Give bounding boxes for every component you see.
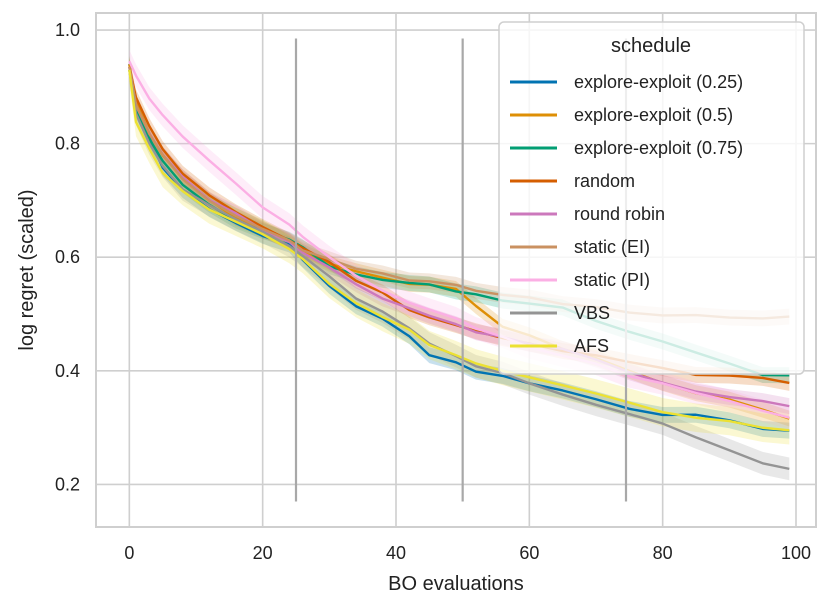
y-tick-label: 1.0 — [55, 20, 80, 40]
legend-label-afs: AFS — [574, 336, 609, 356]
legend-label-round-robin: round robin — [574, 204, 665, 224]
plot-frame — [95, 12, 817, 528]
legend-label-static-ei: static (EI) — [574, 237, 650, 257]
legend-label-static-pi: static (PI) — [574, 270, 650, 290]
x-tick-label: 40 — [386, 543, 406, 563]
y-tick-label: 0.8 — [55, 134, 80, 154]
x-axis-label: BO evaluations — [388, 573, 524, 595]
x-tick-label: 0 — [124, 543, 134, 563]
y-tick-label: 0.6 — [55, 247, 80, 267]
series-line-round-robin — [128, 66, 790, 408]
legend-box — [498, 21, 805, 375]
x-tick-label: 20 — [253, 543, 273, 563]
legend: schedule explore-exploit (0.25)explore-e… — [498, 21, 805, 375]
x-tick-label: 80 — [653, 543, 673, 563]
series-line-static-pi — [128, 60, 790, 419]
band-explore-exploit-0-25 — [129, 56, 790, 439]
band-vbs — [129, 58, 790, 481]
y-tick-label: 0.4 — [55, 361, 80, 381]
series-line-vbs — [128, 69, 790, 471]
y-tick-label: 0.2 — [55, 474, 80, 494]
legend-label-explore-exploit-0-5: explore-exploit (0.5) — [574, 105, 733, 125]
legend-items: explore-exploit (0.25) explore-exploit (0… — [510, 72, 743, 356]
x-tick-label: 60 — [519, 543, 539, 563]
x-tick-labels: 0 20 40 60 80 100 — [124, 543, 811, 563]
series-line-afs — [128, 69, 790, 432]
legend-label-vbs: VBS — [574, 303, 610, 323]
y-tick-labels: 0.2 0.4 0.6 0.8 1.0 — [55, 20, 80, 494]
legend-label-explore-exploit-0-75: explore-exploit (0.75) — [574, 138, 743, 158]
legend-label-explore-exploit-0-25: explore-exploit (0.25) — [574, 72, 743, 92]
band-static-pi — [129, 49, 790, 430]
x-tick-label: 100 — [781, 543, 811, 563]
band-afs — [129, 55, 790, 445]
legend-label-random: random — [574, 171, 635, 191]
y-axis-label: log regret (scaled) — [16, 189, 38, 350]
legend-title: schedule — [611, 35, 691, 57]
